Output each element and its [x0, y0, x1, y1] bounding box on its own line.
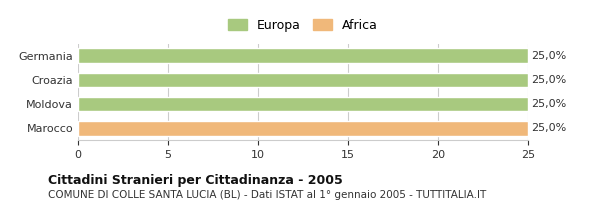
Text: 25,0%: 25,0% — [531, 99, 566, 109]
Text: 25,0%: 25,0% — [531, 75, 566, 85]
Legend: Europa, Africa: Europa, Africa — [223, 14, 383, 37]
Bar — [78, 73, 528, 87]
Bar — [78, 121, 528, 136]
Text: 25,0%: 25,0% — [531, 51, 566, 61]
Bar — [78, 48, 528, 63]
Text: COMUNE DI COLLE SANTA LUCIA (BL) - Dati ISTAT al 1° gennaio 2005 - TUTTITALIA.IT: COMUNE DI COLLE SANTA LUCIA (BL) - Dati … — [48, 190, 486, 200]
Bar — [78, 97, 528, 111]
Text: 25,0%: 25,0% — [531, 123, 566, 133]
Text: Cittadini Stranieri per Cittadinanza - 2005: Cittadini Stranieri per Cittadinanza - 2… — [48, 174, 343, 187]
